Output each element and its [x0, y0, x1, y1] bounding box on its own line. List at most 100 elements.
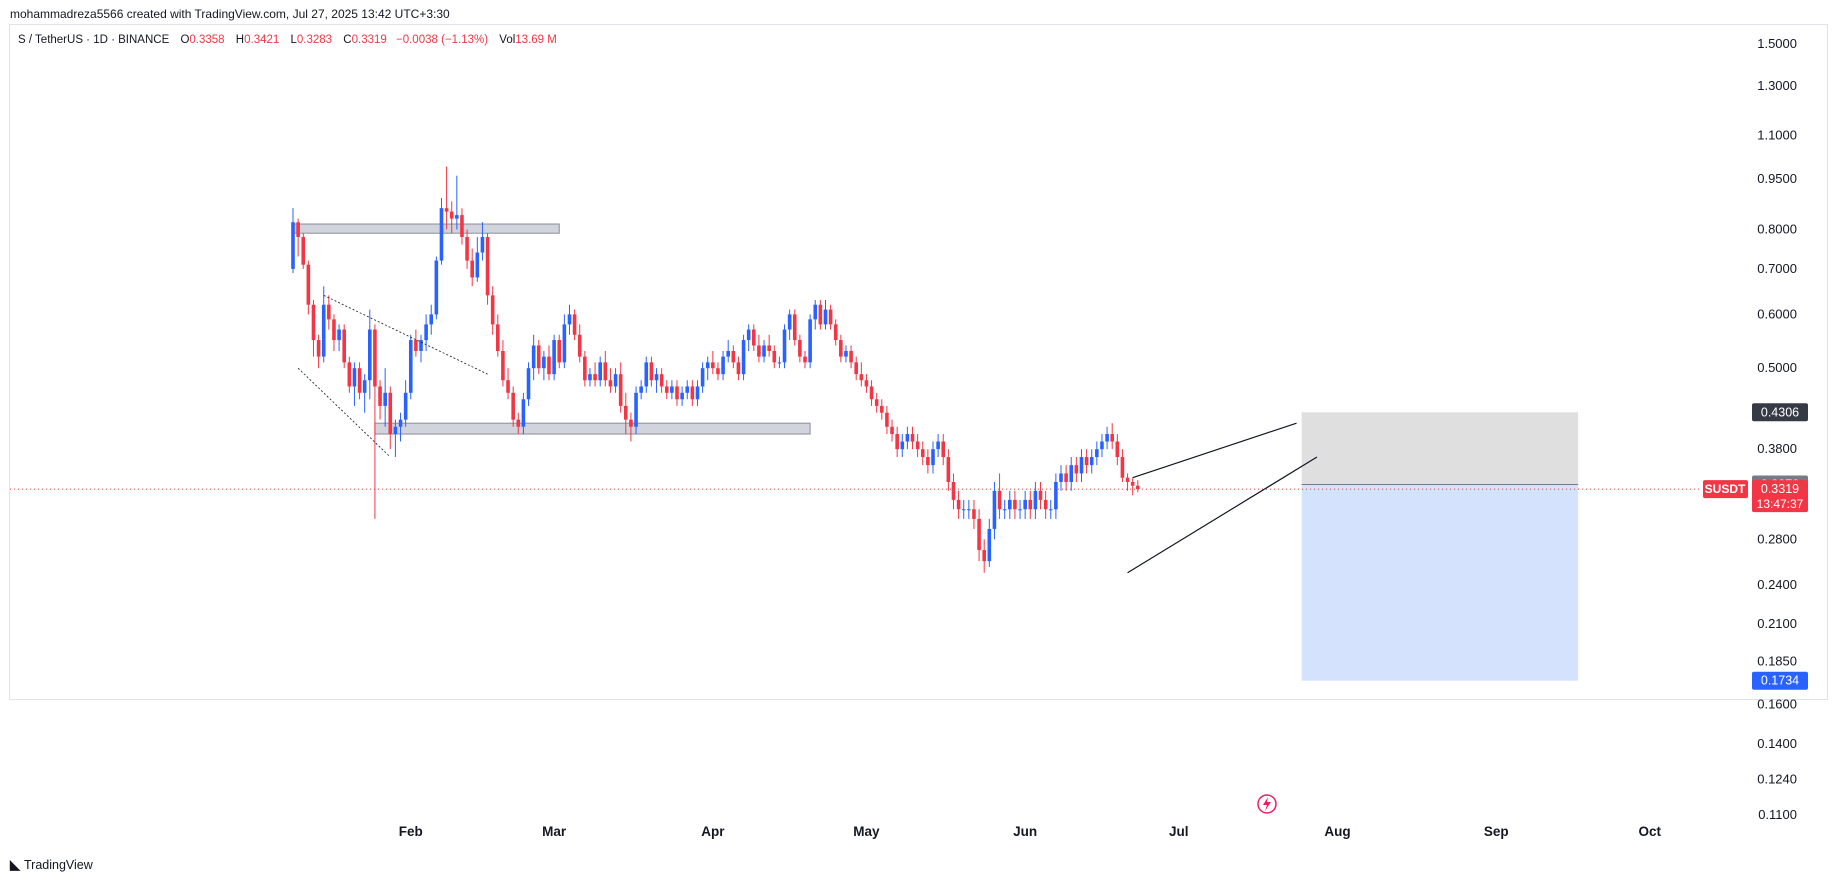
candle-body — [490, 295, 495, 325]
candle-body — [787, 314, 792, 330]
high-label: H — [235, 34, 245, 46]
candle-body — [362, 380, 367, 393]
candle-body — [685, 386, 690, 393]
y-tick-label: 0.9500 — [1757, 171, 1797, 186]
candle-body — [562, 324, 567, 363]
candle-body — [813, 304, 818, 320]
high-value: 0.3421 — [244, 34, 280, 46]
candle-body — [1028, 499, 1033, 510]
candle-body — [1110, 434, 1114, 442]
candle-body — [403, 392, 408, 420]
candle-body — [757, 345, 761, 357]
support-resistance-zone — [292, 223, 560, 234]
event-bolt-icon — [1263, 797, 1271, 811]
candle-body — [1043, 499, 1048, 510]
candle-body — [736, 362, 741, 375]
candle-body — [844, 350, 848, 357]
candle-body — [726, 350, 730, 357]
candle-body — [746, 329, 751, 341]
candle-body — [859, 374, 864, 381]
candle-body — [675, 386, 679, 400]
candle-body — [1033, 490, 1038, 510]
candle-body — [772, 350, 777, 363]
y-tick-label: 0.1240 — [1757, 772, 1797, 787]
candle-body — [762, 345, 766, 357]
candle-body — [408, 340, 413, 393]
candle-body — [1002, 509, 1007, 511]
candle-body — [1008, 499, 1012, 510]
candle-body — [306, 264, 311, 305]
y-tick-label: 1.1000 — [1757, 128, 1797, 143]
candle-body — [567, 314, 572, 325]
candle-body — [1130, 481, 1135, 486]
candle-body — [1125, 477, 1130, 482]
candle-body — [608, 380, 613, 387]
candle-body — [864, 380, 869, 387]
candle-body — [1095, 449, 1099, 458]
candle-body — [716, 368, 720, 375]
candle-body — [1054, 481, 1058, 510]
candle-body — [961, 509, 966, 511]
candle-body — [910, 434, 915, 442]
candle-body — [347, 362, 352, 387]
candle-body — [1048, 509, 1053, 511]
candle-body — [782, 329, 787, 363]
candle-body — [680, 392, 684, 400]
candle-body — [311, 304, 316, 341]
candle-body — [920, 449, 925, 458]
close-value: 0.3319 — [351, 34, 387, 46]
candle-body — [434, 260, 439, 315]
candle-body — [931, 449, 935, 466]
symbol-label[interactable]: S / TetherUS · 1D · BINANCE — [18, 34, 170, 46]
candle-body — [342, 329, 346, 363]
candle-body — [624, 405, 628, 420]
candle-body — [915, 441, 920, 450]
change-value: −0.0038 (−1.13%) — [396, 34, 489, 46]
candle-body — [327, 304, 331, 320]
candle-body — [526, 368, 531, 400]
candle-body — [388, 392, 393, 435]
candle-body — [506, 380, 510, 393]
candle-body — [547, 356, 551, 375]
x-tick-label: Sep — [1484, 824, 1509, 839]
candle-body — [803, 356, 807, 363]
trendline — [297, 367, 391, 458]
x-tick-label: Jun — [1013, 824, 1037, 839]
position-target-zone — [1301, 484, 1579, 681]
candle-body — [849, 350, 853, 363]
candle-body — [337, 329, 341, 341]
candle-body — [634, 392, 638, 427]
x-tick-label: Oct — [1639, 824, 1662, 839]
candle-body — [741, 340, 746, 375]
candle-body — [583, 356, 587, 381]
footer-brand[interactable]: ◣ TradingView — [10, 857, 93, 873]
candle-body — [1069, 465, 1074, 482]
candle-body — [419, 340, 423, 351]
candle-body — [767, 345, 771, 351]
candle-body — [593, 374, 597, 381]
candle-body — [536, 345, 541, 369]
candle-body — [603, 362, 608, 381]
candle-body — [885, 412, 889, 427]
candle-body — [1120, 457, 1125, 478]
candle-body — [542, 356, 546, 369]
candle-body — [644, 362, 649, 387]
candle-body — [552, 340, 556, 375]
low-value: 0.3283 — [296, 34, 333, 46]
candle-body — [839, 340, 843, 357]
candle-body — [977, 518, 981, 551]
candle-body — [823, 309, 828, 325]
candle-body — [588, 374, 592, 381]
candle-body — [1115, 441, 1120, 458]
brand-name: TradingView — [24, 858, 93, 872]
candle-body — [941, 441, 946, 458]
symbol-legend: S / TetherUS · 1D · BINANCE O0.3358 H0.3… — [18, 34, 557, 46]
x-tick-label: Jul — [1169, 824, 1189, 839]
candle-body — [951, 481, 956, 500]
candle-body — [987, 528, 992, 562]
candle-body — [777, 362, 782, 364]
candle-body — [332, 319, 336, 341]
candle-body — [649, 362, 654, 381]
candle-body — [429, 314, 434, 325]
